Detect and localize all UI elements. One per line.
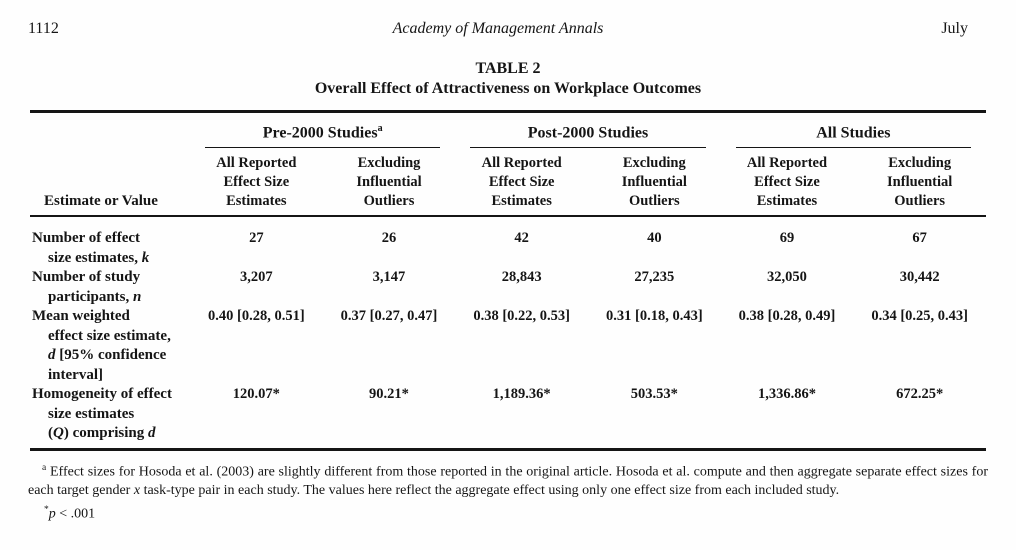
stub-header: Estimate or Value — [44, 193, 158, 210]
cell-value: 120.07* — [232, 386, 280, 403]
group-header-post2000: Post-2000 Studies — [470, 113, 706, 149]
cell-value: 69 — [779, 230, 795, 247]
running-head: 1112 Academy of Management Annals July — [28, 20, 988, 38]
cell-value: 0.38 [0.28, 0.49] — [738, 308, 836, 325]
cell-value: 26 — [381, 230, 397, 247]
group-label: Post-2000 Studies — [527, 124, 649, 142]
cell-value: 32,050 — [767, 269, 807, 286]
cell-value: 3,147 — [372, 269, 406, 286]
column-header-5: All Reported Effect Size Estimates — [746, 155, 828, 210]
significance-marker: * — [44, 505, 49, 516]
cell-value: 3,207 — [240, 269, 273, 286]
row-label-homogeneity: Homogeneity of effect size estimates (Q)… — [32, 386, 172, 442]
footnote-marker-a: a — [377, 123, 383, 134]
page-number: 1112 — [28, 20, 59, 37]
group-label: Pre-2000 Studies — [262, 124, 378, 142]
header-rule — [30, 215, 986, 229]
column-header-3: All Reported Effect Size Estimates — [481, 155, 562, 210]
cell-value: 503.53* — [630, 386, 678, 403]
cell-value: 67 — [912, 230, 927, 247]
table-footnotes: a Effect sizes for Hosoda et al. (2003) … — [28, 459, 988, 525]
cell-value: 0.40 [0.28, 0.51] — [207, 308, 305, 325]
column-header-6: Excluding Influential Outliers — [887, 155, 953, 210]
cell-value: 0.38 [0.22, 0.53] — [473, 308, 570, 325]
cell-value: 40 — [647, 230, 662, 247]
cell-value: 27,235 — [634, 269, 675, 286]
group-header-all-studies: All Studies — [735, 113, 971, 149]
cell-value: 27 — [249, 230, 264, 247]
cell-value: 90.21* — [369, 386, 409, 403]
journal-title: Academy of Management Annals — [392, 20, 604, 37]
table-title: Overall Effect of Attractiveness on Work… — [314, 80, 702, 97]
cell-value: 672.25* — [896, 386, 944, 403]
table-label: TABLE 2 — [475, 60, 541, 77]
row-label-effect-size-estimates: Number of effect size estimates, k — [32, 230, 150, 266]
column-header-1: All Reported Effect Size Estimates — [216, 155, 297, 210]
footnote-a: a Effect sizes for Hosoda et al. (2003) … — [28, 462, 988, 498]
cell-value: 30,442 — [899, 269, 940, 286]
results-table: Pre-2000 Studiesa Post-2000 Studies All … — [30, 110, 986, 451]
footnote-significance: *p < .001 — [44, 505, 96, 523]
column-header-2: Excluding Influential Outliers — [356, 155, 422, 210]
cell-value: 28,843 — [501, 269, 542, 286]
cell-value: 1,336.86* — [757, 386, 816, 403]
group-header-pre2000: Pre-2000 Studiesa — [205, 113, 441, 149]
group-label: All Studies — [816, 124, 891, 142]
row-label-mean-effect-size: Mean weighted effect size estimate, d [9… — [32, 308, 171, 383]
cell-value: 0.37 [0.27, 0.47] — [340, 308, 438, 325]
footnote-a-marker: a — [42, 462, 47, 473]
table-bottom-pad — [30, 444, 986, 448]
cell-value: 0.34 [0.25, 0.43] — [871, 308, 968, 325]
cell-value: 0.31 [0.18, 0.43] — [605, 308, 703, 325]
column-header-4: Excluding Influential Outliers — [621, 155, 687, 210]
table-caption: TABLE 2 Overall Effect of Attractiveness… — [30, 59, 986, 99]
row-label-participants: Number of study participants, n — [32, 269, 142, 305]
cell-value: 1,189.36* — [492, 386, 551, 403]
issue-month: July — [941, 20, 968, 37]
cell-value: 42 — [514, 230, 529, 247]
